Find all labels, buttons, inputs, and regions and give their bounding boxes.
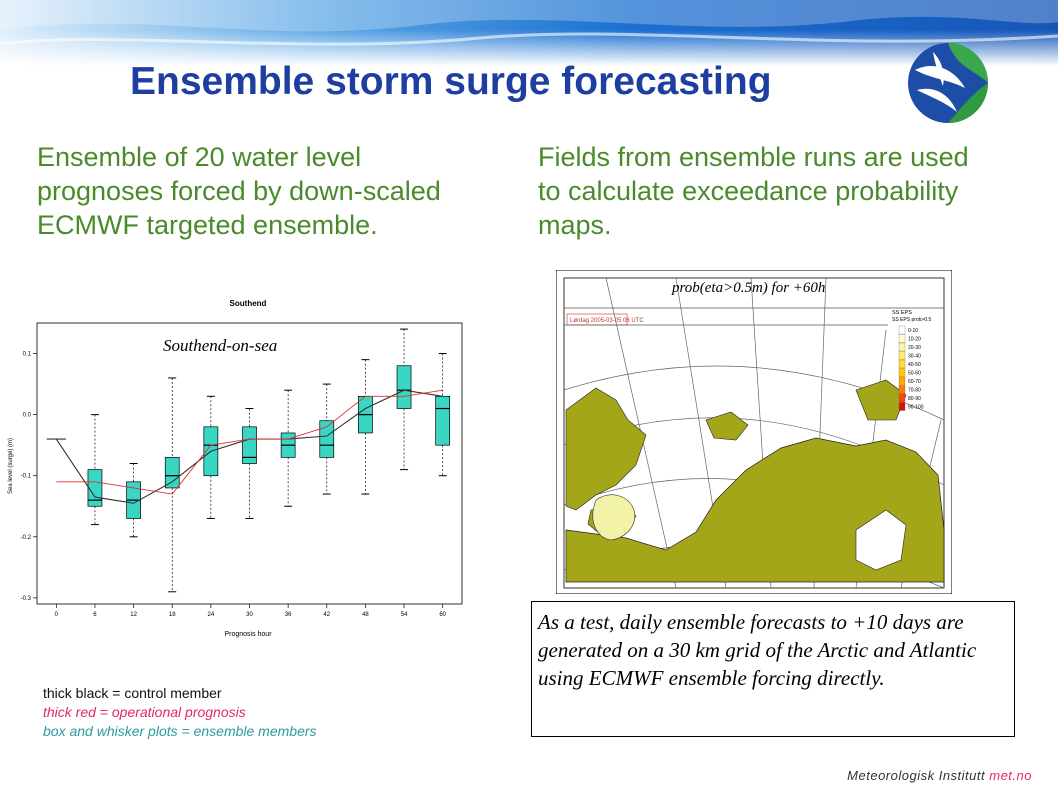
map-legend-title: SS EPS <box>892 310 912 316</box>
chart-legend: thick black = control member thick red =… <box>43 684 317 741</box>
land-scandinavia <box>565 437 945 583</box>
box-iqr <box>164 457 180 489</box>
header-banner <box>0 0 1058 66</box>
y-tick-label: -0.2 <box>21 535 32 541</box>
land-svalbard <box>705 411 749 441</box>
footer-site: met.no <box>989 768 1032 783</box>
map-legend-bin-label: 20-30 <box>908 345 921 351</box>
map-legend-swatch <box>898 402 906 411</box>
x-tick-label: 54 <box>401 612 408 618</box>
test-description-box: As a test, daily ensemble forecasts to +… <box>531 601 1015 737</box>
box-iqr <box>319 420 335 458</box>
map-legend-swatch <box>898 376 906 386</box>
map-legend-swatch <box>898 351 906 360</box>
map-legend-bin-label: 30-40 <box>908 354 921 360</box>
sea-baltic <box>855 509 907 571</box>
chart-title: Southend <box>230 299 267 308</box>
x-tick-label: 30 <box>246 612 253 618</box>
y-tick-label: -0.3 <box>21 596 32 602</box>
map-legend-swatch <box>898 393 906 403</box>
footer-institute: Meteorologisk Institutt <box>847 768 986 783</box>
x-tick-label: 48 <box>362 612 369 618</box>
probability-contour <box>592 494 636 541</box>
x-tick-label: 6 <box>93 612 97 618</box>
slide-title: Ensemble storm surge forecasting <box>130 60 772 103</box>
x-tick-label: 60 <box>439 612 446 618</box>
x-tick-label: 24 <box>208 612 215 618</box>
y-tick-label: -0.1 <box>21 474 32 480</box>
map-legend-bin-label: 90-100 <box>908 405 924 411</box>
x-tick-label: 12 <box>130 612 137 618</box>
map-legend-bin-label: 60-70 <box>908 379 921 385</box>
x-tick-label: 42 <box>323 612 330 618</box>
map-legend-bin-label: 40-50 <box>908 362 921 368</box>
map-legend-bin-label: 80-90 <box>908 396 921 402</box>
x-tick-label: 18 <box>169 612 176 618</box>
box-iqr <box>87 469 103 507</box>
map-legend-swatch <box>898 385 906 394</box>
met-logo-icon <box>908 43 988 123</box>
southend-boxplot: Southend Prognosis hour Sea level (surge… <box>8 299 463 638</box>
map-legend-bin-label: 0-10 <box>908 328 918 334</box>
legend-ensemble: box and whisker plots = ensemble members <box>43 723 317 739</box>
land-greenland <box>565 387 647 511</box>
x-tick-label: 0 <box>55 612 59 618</box>
location-annotation: Southend-on-sea <box>163 336 293 356</box>
map-legend-bin-label: 70-80 <box>908 388 921 394</box>
right-description: Fields from ensemble runs are used to ca… <box>538 142 969 240</box>
map-legend-bin-label: 50-60 <box>908 371 921 377</box>
legend-operational: thick red = operational prognosis <box>43 704 246 720</box>
map-legend-bin-label: 10-20 <box>908 337 921 343</box>
map-legend-swatch <box>898 359 906 369</box>
y-tick-label: 0.1 <box>23 352 32 358</box>
map-run-label: Lørdag 2005-03-05 06 UTC <box>570 318 644 324</box>
box-iqr <box>396 365 412 409</box>
map-legend-subtitle: SS EPS prob>0.5 <box>892 317 932 323</box>
left-description: Ensemble of 20 water level prognoses for… <box>37 142 441 240</box>
y-tick-label: 0.0 <box>23 413 32 419</box>
legend-control: thick black = control member <box>43 685 222 701</box>
probability-map: Lørdag 2005-03-05 06 UTC SS EPS SS EPS p… <box>556 270 952 594</box>
map-legend-swatch <box>898 342 906 352</box>
x-tick-label: 36 <box>285 612 292 618</box>
box-iqr <box>242 426 257 464</box>
y-axis-label: Sea level (surge) (m) <box>8 438 14 494</box>
footer: Meteorologisk Institutt met.no <box>847 768 1032 783</box>
x-axis-label: Prognosis hour <box>224 631 272 638</box>
map-legend-swatch <box>898 368 906 377</box>
operational-prognosis-line <box>56 389 443 495</box>
box-iqr <box>435 395 451 446</box>
map-legend-swatch <box>898 325 906 335</box>
map-title: prob(eta>0.5m) for +60h <box>672 280 826 296</box>
map-legend-swatch <box>898 334 906 343</box>
